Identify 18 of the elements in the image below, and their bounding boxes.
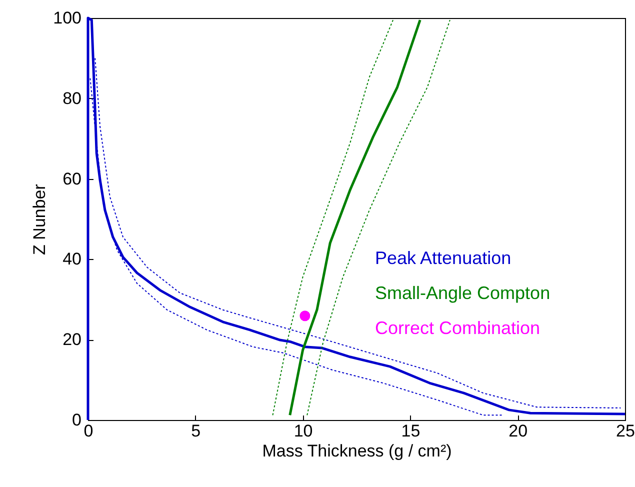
- text: Peak Attenuation: [375, 248, 512, 268]
- text: Correct Combination: [375, 318, 540, 338]
- x-axis-title: Mass Thickness (g / cm²): [262, 442, 452, 460]
- x-tick-label: 0: [84, 422, 94, 440]
- line-series: [94, 58, 622, 408]
- y-tick-label: 20: [62, 330, 82, 350]
- y-axis-title: Z Nunber: [30, 184, 50, 255]
- x-tick-label: 15: [401, 422, 420, 440]
- x-tick-label: 5: [191, 422, 201, 440]
- x-tick-label: 10: [294, 422, 313, 440]
- y-tick-label: 60: [62, 169, 82, 188]
- y-tick-label: 100: [53, 8, 82, 28]
- text: Small-Angle Compton: [375, 283, 550, 303]
- line-series: [86, 16, 626, 422]
- x-tick-label: 20: [508, 422, 528, 440]
- y-tick-label: 80: [62, 88, 82, 108]
- x-tick-label: 25: [616, 422, 635, 440]
- y-tick-label: 40: [62, 250, 82, 269]
